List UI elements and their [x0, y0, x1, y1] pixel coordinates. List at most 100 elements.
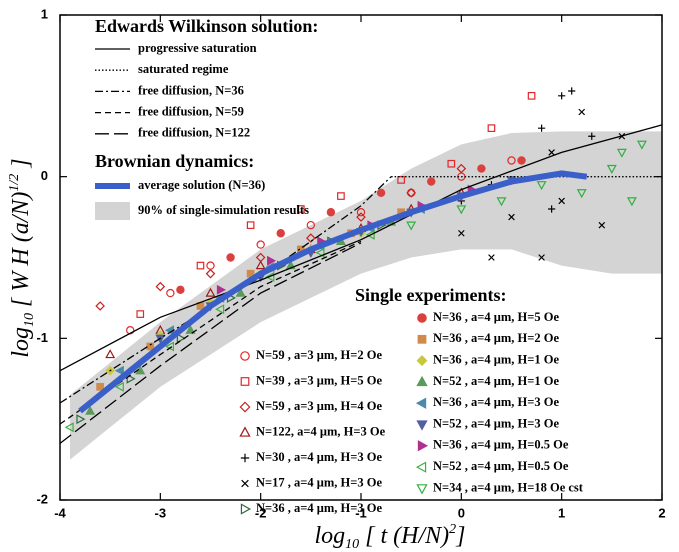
legend-marker — [240, 351, 250, 361]
legend-label: N=59 , a=3 μm, H=4 Oe — [256, 399, 382, 413]
marker — [447, 159, 456, 168]
marker — [406, 188, 416, 198]
marker — [296, 205, 305, 213]
marker — [315, 247, 325, 258]
legend-marker — [416, 484, 428, 495]
y-tick-label: 1 — [41, 6, 48, 21]
legend-marker — [241, 479, 249, 488]
legend-label: N=59 , a=3 μm, H=2 Oe — [256, 348, 382, 362]
marker — [456, 205, 467, 215]
marker — [598, 221, 606, 229]
marker — [276, 229, 285, 238]
legend-label: 90% of single-simulation results — [138, 203, 309, 217]
marker — [588, 132, 596, 140]
x-tick-label: -2 — [255, 505, 267, 520]
x-axis-label-part: 10 — [345, 537, 359, 552]
marker — [636, 140, 647, 150]
legend-label: N=36 , a=4 μm, H=1 Oe — [433, 352, 559, 366]
legend-label: N=36 , a=4 μm, H=3 Oe — [433, 395, 559, 409]
legend-marker — [415, 397, 427, 409]
y-tick-label: 0 — [41, 168, 48, 183]
marker — [456, 163, 467, 174]
marker — [226, 253, 235, 262]
legend-label: free diffusion, N=59 — [138, 104, 244, 118]
marker — [136, 310, 145, 318]
marker — [306, 220, 316, 230]
marker — [508, 213, 515, 221]
x-axis-label-part: [ t (H/N) — [359, 523, 449, 549]
marker — [64, 422, 74, 433]
legend-marker — [417, 440, 429, 452]
marker — [548, 149, 555, 156]
legend-marker — [240, 503, 252, 515]
marker — [487, 124, 496, 133]
marker — [356, 208, 366, 217]
marker — [114, 381, 124, 392]
y-axis-label: log10 [ W H (a/N)1/2 ] — [7, 158, 37, 357]
marker — [356, 212, 366, 222]
y-axis-label-part: 10 — [22, 313, 37, 327]
legend-marker — [240, 453, 250, 463]
marker — [246, 221, 255, 230]
legend-swatch — [95, 202, 130, 220]
marker — [548, 205, 556, 213]
legend-label: free diffusion, N=122 — [138, 126, 250, 140]
legend-label: saturated regime — [138, 62, 229, 76]
marker — [576, 189, 587, 199]
x-tick-label: 0 — [458, 505, 465, 520]
legend-heading: Single experiments: — [355, 285, 506, 305]
legend-heading: Edwards Wilkinson solution: — [95, 16, 318, 36]
marker — [606, 164, 617, 174]
legend-marker — [240, 377, 250, 386]
marker — [527, 91, 536, 100]
marker — [96, 382, 104, 391]
x-tick-label: 2 — [658, 505, 665, 520]
marker — [376, 188, 386, 198]
line — [59, 124, 663, 372]
marker — [216, 284, 226, 295]
legend-marker — [239, 401, 251, 413]
legend-label: N=52 , a=4 μm, H=0.5 Oe — [433, 459, 569, 473]
legend-marker — [415, 461, 427, 473]
marker — [616, 148, 627, 158]
legend-label: N=34 , a=4 μm, H=18 Oe cst — [433, 480, 584, 494]
marker — [477, 164, 486, 173]
x-tick-label: -3 — [155, 505, 167, 520]
x-tick-label: 1 — [558, 505, 565, 520]
marker — [267, 255, 277, 266]
legend-label: N=36 , a=4 μm, H=0.5 Oe — [433, 438, 569, 452]
legend-label: N=52 , a=4 μm, H=3 Oe — [433, 416, 559, 430]
marker — [496, 197, 507, 207]
marker — [507, 156, 516, 165]
marker — [517, 156, 526, 165]
legend-marker — [417, 334, 427, 344]
x-axis-label-part: 2 — [449, 522, 456, 537]
legend-label: progressive saturation — [138, 41, 257, 55]
marker — [538, 254, 545, 261]
marker — [105, 349, 116, 359]
marker — [538, 124, 546, 132]
legend-marker — [416, 420, 428, 431]
marker — [76, 414, 86, 425]
marker — [568, 87, 576, 95]
legend-marker — [416, 355, 428, 367]
marker — [215, 304, 225, 315]
legend-label: N=36 , a=4 μm, H=5 Oe — [433, 310, 559, 324]
y-axis-label-part: [ W H (a/N) — [8, 192, 34, 313]
marker — [397, 176, 405, 184]
marker — [95, 301, 105, 311]
y-tick-label: -2 — [36, 491, 48, 506]
legend-marker — [417, 313, 427, 323]
marker — [166, 288, 175, 298]
legend-label: N=36 , a=4 μm, H=3 Oe — [256, 501, 382, 515]
marker — [155, 281, 166, 292]
legend-label: N=39 , a=3 μm, H=5 Oe — [256, 373, 382, 387]
legend-label: free diffusion, N=36 — [138, 83, 244, 97]
y-axis-label-part: log — [8, 327, 34, 358]
marker — [176, 333, 186, 344]
marker — [85, 405, 96, 415]
line — [59, 242, 362, 444]
marker — [578, 108, 586, 116]
x-axis-label-part: ] — [455, 523, 465, 549]
y-axis-label-part: ] — [8, 158, 34, 173]
